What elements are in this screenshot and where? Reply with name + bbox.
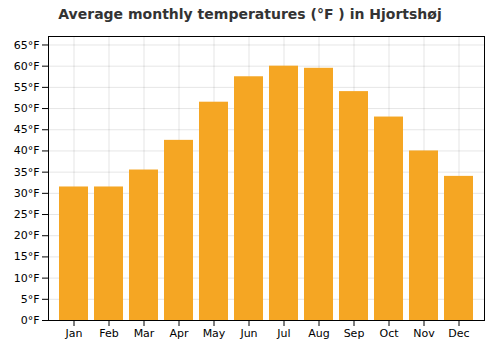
svg-text:60°F: 60°F [14, 60, 40, 73]
svg-text:Jun: Jun [239, 327, 257, 340]
svg-text:10°F: 10°F [14, 272, 40, 285]
svg-text:55°F: 55°F [14, 81, 40, 94]
svg-text:Nov: Nov [413, 327, 435, 340]
svg-text:50°F: 50°F [14, 102, 40, 115]
svg-text:Aug: Aug [308, 327, 329, 340]
svg-text:Mar: Mar [134, 327, 155, 340]
svg-text:Dec: Dec [448, 327, 469, 340]
svg-text:65°F: 65°F [14, 38, 40, 51]
svg-text:Apr: Apr [169, 327, 189, 340]
html-text:Average monthly temperatures (: Average monthly temperatures (°F ) in Hj… [58, 6, 442, 22]
svg-text:0°F: 0°F [21, 314, 40, 327]
svg-text:15°F: 15°F [14, 250, 40, 263]
svg-text:35°F: 35°F [14, 166, 40, 179]
svg-text:Jul: Jul [276, 327, 290, 340]
svg-text:Jan: Jan [65, 327, 83, 340]
svg-text:Feb: Feb [99, 327, 118, 340]
svg-text:25°F: 25°F [14, 208, 40, 221]
svg-text:20°F: 20°F [14, 229, 40, 242]
svg-text:May: May [203, 327, 226, 340]
svg-text:40°F: 40°F [14, 144, 40, 157]
svg-text:30°F: 30°F [14, 187, 40, 200]
svg-text:Oct: Oct [379, 327, 399, 340]
svg-text:45°F: 45°F [14, 123, 40, 136]
svg-text:5°F: 5°F [21, 293, 40, 306]
svg-text:Sep: Sep [344, 327, 365, 340]
